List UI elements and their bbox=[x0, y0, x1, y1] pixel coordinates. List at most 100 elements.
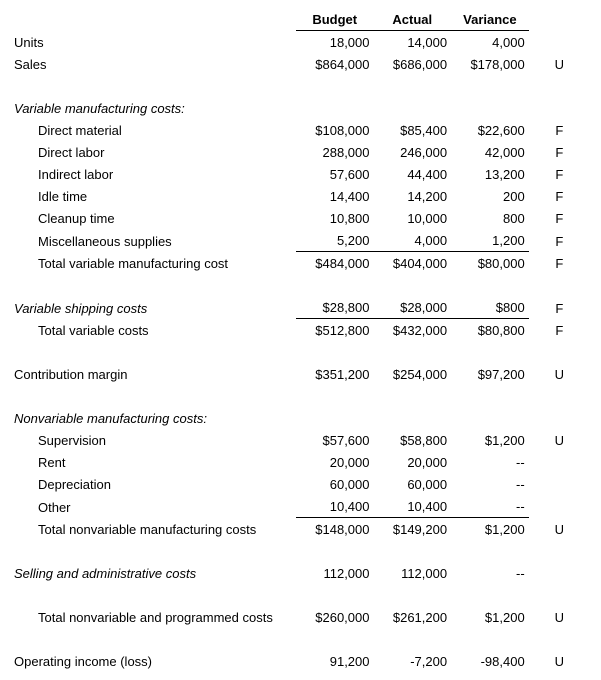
cell-actual: $58,800 bbox=[374, 429, 452, 451]
cell-flag: U bbox=[529, 429, 590, 451]
cell-actual: 20,000 bbox=[374, 451, 452, 473]
table-row: Total variable manufacturing cost$484,00… bbox=[10, 252, 590, 275]
table-row: Other10,40010,400-- bbox=[10, 495, 590, 518]
table-row: Units18,00014,0004,000 bbox=[10, 31, 590, 54]
cell-actual: 112,000 bbox=[374, 562, 452, 584]
table-row: Miscellaneous supplies5,2004,0001,200F bbox=[10, 229, 590, 252]
spacer-row bbox=[10, 540, 590, 562]
row-label: Total nonvariable and programmed costs bbox=[10, 606, 296, 628]
cell-actual: 14,200 bbox=[374, 185, 452, 207]
row-label: Operating income (loss) bbox=[10, 650, 296, 672]
cell-budget: 18,000 bbox=[296, 31, 374, 54]
row-label: Selling and administrative costs bbox=[10, 562, 296, 584]
spacer-row bbox=[10, 628, 590, 650]
table-row: Direct material$108,000$85,400$22,600F bbox=[10, 119, 590, 141]
cell-budget: 57,600 bbox=[296, 163, 374, 185]
cell-variance: -- bbox=[451, 495, 529, 518]
spacer-row bbox=[10, 75, 590, 97]
cell-budget: 91,200 bbox=[296, 650, 374, 672]
row-label: Units bbox=[10, 31, 296, 54]
table-row: Indirect labor57,60044,40013,200F bbox=[10, 163, 590, 185]
row-label: Miscellaneous supplies bbox=[10, 229, 296, 252]
cell-variance: -98,400 bbox=[451, 650, 529, 672]
table-row: Nonvariable manufacturing costs: bbox=[10, 407, 590, 429]
cell-flag: F bbox=[529, 141, 590, 163]
cell-actual: $28,000 bbox=[374, 296, 452, 319]
cell-actual: 10,400 bbox=[374, 495, 452, 518]
spacer-row bbox=[10, 341, 590, 363]
cell-flag: F bbox=[529, 185, 590, 207]
cell-variance: 42,000 bbox=[451, 141, 529, 163]
cell-budget: 20,000 bbox=[296, 451, 374, 473]
cell-variance: 4,000 bbox=[451, 31, 529, 54]
header-actual: Actual bbox=[374, 8, 452, 31]
table-row: Depreciation60,00060,000-- bbox=[10, 473, 590, 495]
table-row: Total nonvariable manufacturing costs$14… bbox=[10, 518, 590, 541]
cell-flag: U bbox=[529, 650, 590, 672]
cell-flag: F bbox=[529, 229, 590, 252]
cell-flag bbox=[529, 495, 590, 518]
cell-flag: F bbox=[529, 296, 590, 319]
cell-budget: $484,000 bbox=[296, 252, 374, 275]
variance-table: Budget Actual Variance Units18,00014,000… bbox=[10, 8, 590, 672]
cell-actual bbox=[374, 97, 452, 119]
table-row: Rent20,00020,000-- bbox=[10, 451, 590, 473]
row-label: Total variable manufacturing cost bbox=[10, 252, 296, 275]
table-row: Direct labor288,000246,00042,000F bbox=[10, 141, 590, 163]
cell-actual: 44,400 bbox=[374, 163, 452, 185]
cell-budget: $260,000 bbox=[296, 606, 374, 628]
cell-variance: $80,800 bbox=[451, 319, 529, 342]
cell-variance: -- bbox=[451, 473, 529, 495]
table-row: Total nonvariable and programmed costs$2… bbox=[10, 606, 590, 628]
cell-variance: 13,200 bbox=[451, 163, 529, 185]
header-budget: Budget bbox=[296, 8, 374, 31]
cell-variance: $800 bbox=[451, 296, 529, 319]
cell-flag: F bbox=[529, 252, 590, 275]
table-row: Sales$864,000$686,000$178,000U bbox=[10, 53, 590, 75]
cell-budget bbox=[296, 97, 374, 119]
cell-actual: $85,400 bbox=[374, 119, 452, 141]
spacer-row bbox=[10, 385, 590, 407]
cell-variance: $80,000 bbox=[451, 252, 529, 275]
table-row: Supervision$57,600$58,800$1,200U bbox=[10, 429, 590, 451]
cell-variance: $1,200 bbox=[451, 606, 529, 628]
cell-flag bbox=[529, 31, 590, 54]
cell-variance: $1,200 bbox=[451, 429, 529, 451]
table-row: Variable shipping costs$28,800$28,000$80… bbox=[10, 296, 590, 319]
cell-budget: $351,200 bbox=[296, 363, 374, 385]
cell-actual: $254,000 bbox=[374, 363, 452, 385]
cell-budget: $108,000 bbox=[296, 119, 374, 141]
row-label: Total variable costs bbox=[10, 319, 296, 342]
row-label: Indirect labor bbox=[10, 163, 296, 185]
cell-variance: 1,200 bbox=[451, 229, 529, 252]
cell-variance: $178,000 bbox=[451, 53, 529, 75]
cell-flag bbox=[529, 451, 590, 473]
cell-budget: $148,000 bbox=[296, 518, 374, 541]
cell-actual: $686,000 bbox=[374, 53, 452, 75]
row-label: Total nonvariable manufacturing costs bbox=[10, 518, 296, 541]
cell-actual: -7,200 bbox=[374, 650, 452, 672]
table-row: Variable manufacturing costs: bbox=[10, 97, 590, 119]
row-label: Other bbox=[10, 495, 296, 518]
cell-variance: -- bbox=[451, 562, 529, 584]
cell-actual: $432,000 bbox=[374, 319, 452, 342]
cell-actual: $149,200 bbox=[374, 518, 452, 541]
cell-flag bbox=[529, 97, 590, 119]
cell-budget: 112,000 bbox=[296, 562, 374, 584]
cell-actual: $404,000 bbox=[374, 252, 452, 275]
cell-variance bbox=[451, 97, 529, 119]
cell-flag: U bbox=[529, 606, 590, 628]
cell-budget: 60,000 bbox=[296, 473, 374, 495]
cell-flag: F bbox=[529, 163, 590, 185]
cell-actual: $261,200 bbox=[374, 606, 452, 628]
row-label: Depreciation bbox=[10, 473, 296, 495]
table-row: Idle time14,40014,200200F bbox=[10, 185, 590, 207]
cell-budget: 288,000 bbox=[296, 141, 374, 163]
cell-flag bbox=[529, 407, 590, 429]
cell-flag: U bbox=[529, 53, 590, 75]
cell-budget bbox=[296, 407, 374, 429]
cell-flag bbox=[529, 562, 590, 584]
row-label: Nonvariable manufacturing costs: bbox=[10, 407, 296, 429]
cell-variance: -- bbox=[451, 451, 529, 473]
cell-budget: $512,800 bbox=[296, 319, 374, 342]
